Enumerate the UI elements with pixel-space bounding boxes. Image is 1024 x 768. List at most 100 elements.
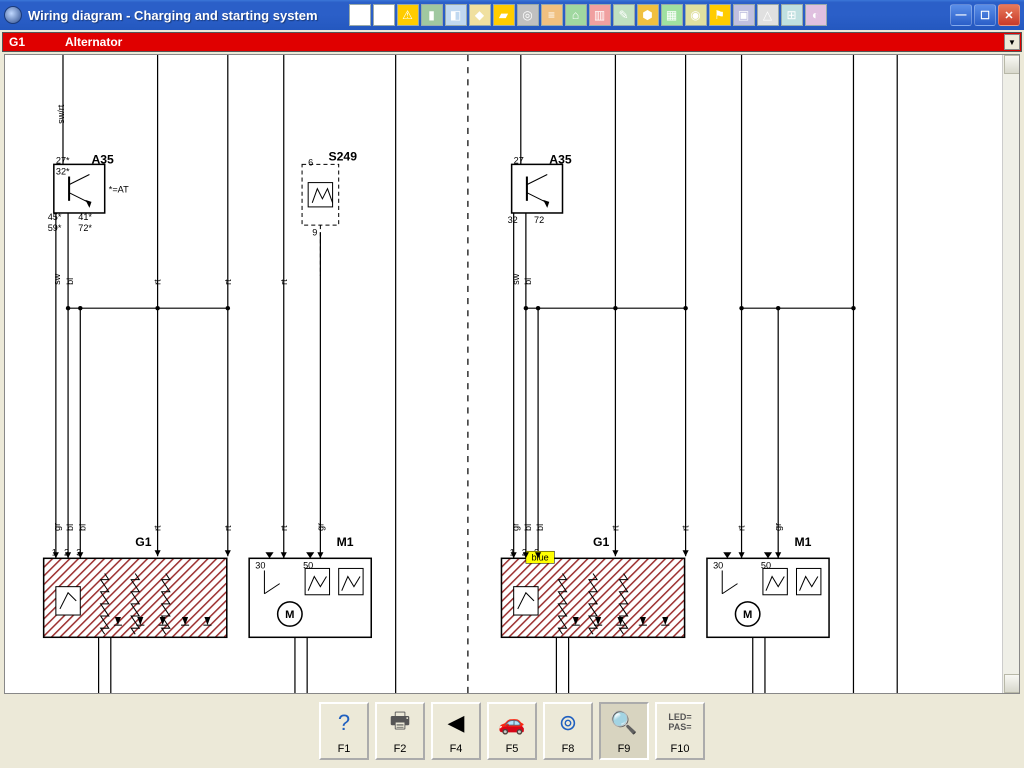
tool4-icon[interactable]: ◉ — [685, 4, 707, 26]
doc-icon[interactable]: ▮ — [421, 4, 443, 26]
back-button-icon: ◀ — [440, 707, 472, 739]
svg-text:rt: rt — [279, 279, 289, 285]
print-button[interactable]: 🖶 F2 — [375, 702, 425, 760]
svg-text:bl: bl — [523, 278, 533, 285]
close-button[interactable]: ✕ — [998, 4, 1020, 26]
svg-text:S249: S249 — [329, 149, 358, 163]
tool3-icon[interactable]: ▦ — [661, 4, 683, 26]
tool5-icon[interactable]: ⚑ — [709, 4, 731, 26]
tool6-icon[interactable]: ▣ — [733, 4, 755, 26]
app-icon — [4, 6, 22, 24]
prev-icon[interactable]: ◀ — [373, 4, 395, 26]
svg-text:rt: rt — [279, 525, 289, 531]
svg-text:G1: G1 — [135, 535, 152, 549]
svg-text:rt: rt — [153, 279, 163, 285]
svg-text:rt: rt — [223, 525, 233, 531]
svg-text:gr: gr — [315, 523, 325, 531]
svg-text:*=AT: *=AT — [109, 185, 129, 195]
print-button-icon: 🖶 — [384, 707, 416, 739]
svg-text:32: 32 — [508, 215, 518, 225]
zoom-button[interactable]: 🔍 F9 — [599, 702, 649, 760]
svg-text:rt: rt — [153, 525, 163, 531]
diagram-canvas[interactable]: MMsw/rtswblgrblblrtrtrtrtrtrtgrswblgrblb… — [4, 54, 1020, 694]
minimize-button[interactable]: — — [950, 4, 972, 26]
legend-button[interactable]: LED= PAS= F10 — [655, 702, 705, 760]
svg-text:50: 50 — [303, 560, 313, 570]
svg-text:M: M — [743, 609, 752, 621]
vehicle-button[interactable]: 🚗F5 — [487, 702, 537, 760]
list-icon[interactable]: ≡ — [541, 4, 563, 26]
svg-text:gr: gr — [773, 523, 783, 531]
svg-text:rt: rt — [737, 525, 747, 531]
component-selector-bar[interactable]: G1 Alternator ▼ — [2, 32, 1022, 52]
maximize-button[interactable]: ☐ — [974, 4, 996, 26]
svg-text:A35: A35 — [91, 152, 114, 166]
help-button[interactable]: ? F1 — [319, 702, 369, 760]
first-icon[interactable]: ⏮ — [349, 4, 371, 26]
svg-text:30: 30 — [713, 560, 723, 570]
wheel-icon[interactable]: ◎ — [517, 4, 539, 26]
tool2-icon[interactable]: ⬢ — [637, 4, 659, 26]
svg-text:bl: bl — [65, 278, 75, 285]
warn-icon[interactable]: ⚠ — [397, 4, 419, 26]
svg-text:A35: A35 — [549, 152, 572, 166]
window-controls: — ☐ ✕ — [950, 4, 1020, 26]
svg-text:6: 6 — [308, 157, 313, 167]
dropdown-icon[interactable]: ▼ — [1004, 34, 1020, 50]
svg-text:27: 27 — [514, 155, 524, 165]
vertical-scrollbar[interactable] — [1002, 55, 1019, 693]
legend-button-icon: LED= PAS= — [664, 707, 696, 739]
locate-button-icon: ⊚ — [552, 707, 584, 739]
svg-text:rt: rt — [223, 279, 233, 285]
svg-text:sw: sw — [52, 273, 62, 285]
help-button-icon: ? — [328, 707, 360, 739]
svg-text:gr: gr — [511, 523, 521, 531]
locate-button-label: F8 — [562, 743, 575, 755]
tag-icon[interactable]: ◆ — [469, 4, 491, 26]
svg-text:27*: 27* — [56, 155, 70, 165]
svg-text:gr: gr — [52, 523, 62, 531]
car-icon[interactable]: ▰ — [493, 4, 515, 26]
svg-text:59*: 59* — [48, 223, 62, 233]
tool7-icon[interactable]: △ — [757, 4, 779, 26]
component-label: Alternator — [57, 35, 122, 49]
help-button-label: F1 — [338, 743, 351, 755]
print-button-label: F2 — [394, 743, 407, 755]
tool1-icon[interactable]: ✎ — [613, 4, 635, 26]
svg-text:sw/rt: sw/rt — [56, 104, 66, 124]
title-toolbar: ⏮◀⚠▮◧◆▰◎≡⌂▥✎⬢▦◉⚑▣△⊞◐ — [348, 4, 828, 26]
svg-text:45*: 45* — [48, 212, 62, 222]
svg-text:M1: M1 — [337, 535, 354, 549]
svg-text:bl: bl — [77, 524, 87, 531]
locate-button[interactable]: ⊚ F8 — [543, 702, 593, 760]
svg-text:32*: 32* — [56, 167, 70, 177]
svg-text:rt: rt — [610, 525, 620, 531]
panel-icon[interactable]: ◧ — [445, 4, 467, 26]
titlebar: Wiring diagram - Charging and starting s… — [0, 0, 1024, 30]
tool8-icon[interactable]: ⊞ — [781, 4, 803, 26]
wiring-diagram: MMsw/rtswblgrblblrtrtrtrtrtrtgrswblgrblb… — [5, 55, 1002, 693]
svg-text:72: 72 — [534, 215, 544, 225]
svg-text:M: M — [285, 609, 294, 621]
svg-text:sw: sw — [511, 273, 521, 285]
function-toolbar: ? F1 🖶 F2 ◀ F4 🚗F5 ⊚ F8 🔍 F9 LED= PAS= F10 — [0, 698, 1024, 764]
svg-text:9: 9 — [312, 227, 317, 237]
svg-text:50: 50 — [761, 560, 771, 570]
zoom-button-label: F9 — [618, 743, 631, 755]
back-button-label: F4 — [450, 743, 463, 755]
svg-text:30: 30 — [255, 560, 265, 570]
arch-icon[interactable]: ⌂ — [565, 4, 587, 26]
tool9-icon[interactable]: ◐ — [805, 4, 827, 26]
zoom-button-icon: 🔍 — [608, 707, 640, 739]
component-code: G1 — [3, 35, 57, 49]
svg-text:bl: bl — [535, 524, 545, 531]
svg-text:M1: M1 — [794, 535, 811, 549]
svg-text:bl: bl — [65, 524, 75, 531]
vehicle-button-icon: 🚗 — [496, 707, 528, 739]
cards-icon[interactable]: ▥ — [589, 4, 611, 26]
svg-text:72*: 72* — [78, 223, 92, 233]
window-title: Wiring diagram - Charging and starting s… — [28, 8, 318, 23]
legend-button-label: F10 — [671, 743, 690, 755]
back-button[interactable]: ◀ F4 — [431, 702, 481, 760]
svg-text:G1: G1 — [593, 535, 610, 549]
